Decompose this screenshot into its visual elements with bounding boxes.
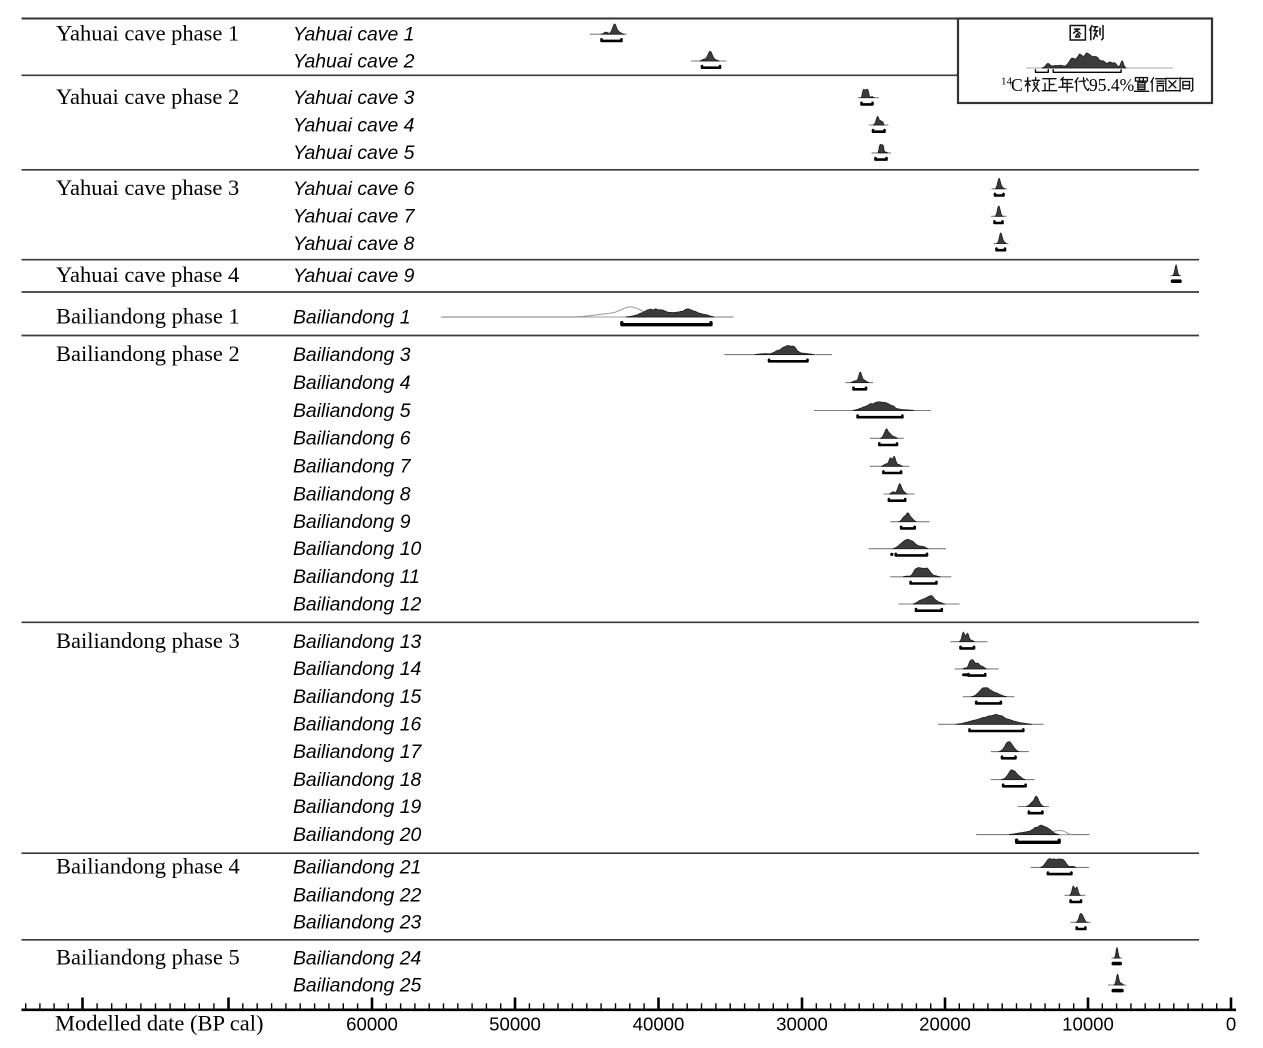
svg-text:40000: 40000 [633, 1014, 685, 1035]
svg-text:Yahuai cave phase 1: Yahuai cave phase 1 [56, 21, 239, 46]
svg-text:Yahuai cave 7: Yahuai cave 7 [293, 206, 416, 228]
svg-text:Bailiandong 17: Bailiandong 17 [293, 741, 423, 763]
svg-text:Bailiandong 22: Bailiandong 22 [293, 885, 422, 907]
svg-text:Bailiandong phase 5: Bailiandong phase 5 [56, 944, 240, 969]
svg-text:Yahuai cave 5: Yahuai cave 5 [293, 142, 415, 164]
svg-text:Bailiandong 21: Bailiandong 21 [293, 857, 421, 879]
svg-text:Bailiandong 5: Bailiandong 5 [293, 400, 411, 422]
svg-text:Bailiandong 8: Bailiandong 8 [293, 483, 411, 505]
svg-text:C: C [1011, 75, 1023, 95]
svg-text:Yahuai cave 1: Yahuai cave 1 [293, 24, 414, 46]
svg-text:10000: 10000 [1062, 1014, 1114, 1035]
svg-text:Bailiandong 14: Bailiandong 14 [293, 658, 422, 680]
svg-text:Bailiandong 10: Bailiandong 10 [293, 538, 422, 560]
svg-text:Bailiandong 24: Bailiandong 24 [293, 947, 422, 969]
svg-text:Bailiandong 25: Bailiandong 25 [293, 974, 422, 996]
svg-text:0: 0 [1226, 1014, 1236, 1035]
svg-text:Bailiandong 15: Bailiandong 15 [293, 686, 422, 708]
svg-text:Yahuai cave phase 4: Yahuai cave phase 4 [56, 262, 239, 287]
svg-text:Yahuai cave 6: Yahuai cave 6 [293, 178, 415, 200]
svg-text:20000: 20000 [919, 1014, 971, 1035]
svg-text:Bailiandong 16: Bailiandong 16 [293, 714, 422, 736]
svg-text:14: 14 [1001, 76, 1013, 88]
svg-text:Yahuai cave phase 3: Yahuai cave phase 3 [56, 175, 239, 200]
svg-text:Yahuai cave phase 2: Yahuai cave phase 2 [56, 84, 239, 109]
svg-text:Bailiandong 11: Bailiandong 11 [293, 566, 420, 588]
svg-text:Bailiandong 3: Bailiandong 3 [293, 344, 411, 366]
svg-text:Bailiandong phase 4: Bailiandong phase 4 [56, 854, 240, 879]
svg-text:Bailiandong 23: Bailiandong 23 [293, 912, 422, 934]
svg-text:Bailiandong 1: Bailiandong 1 [293, 306, 411, 328]
svg-text:Bailiandong 20: Bailiandong 20 [293, 824, 422, 846]
svg-text:Bailiandong 19: Bailiandong 19 [293, 796, 422, 818]
svg-text:Bailiandong 4: Bailiandong 4 [293, 372, 411, 394]
svg-text:Bailiandong 13: Bailiandong 13 [293, 631, 422, 653]
svg-text:Bailiandong 7: Bailiandong 7 [293, 456, 412, 478]
svg-text:Yahuai cave 3: Yahuai cave 3 [293, 87, 415, 109]
svg-text:50000: 50000 [489, 1014, 541, 1035]
svg-text:Bailiandong phase 2: Bailiandong phase 2 [56, 341, 240, 366]
svg-text:30000: 30000 [776, 1014, 828, 1035]
svg-text:Yahuai cave 2: Yahuai cave 2 [293, 50, 415, 72]
svg-text:95.4%: 95.4% [1089, 75, 1134, 95]
svg-text:Modelled date (BP cal): Modelled date (BP cal) [55, 1011, 263, 1036]
svg-text:Yahuai cave 8: Yahuai cave 8 [293, 233, 415, 255]
svg-text:Bailiandong 12: Bailiandong 12 [293, 593, 422, 615]
svg-text:Bailiandong 9: Bailiandong 9 [293, 511, 411, 533]
svg-text:60000: 60000 [346, 1014, 398, 1035]
svg-text:Bailiandong phase 3: Bailiandong phase 3 [56, 628, 240, 653]
svg-text:Yahuai cave 9: Yahuai cave 9 [293, 265, 415, 287]
svg-text:Bailiandong 6: Bailiandong 6 [293, 428, 411, 450]
svg-text:Bailiandong phase 1: Bailiandong phase 1 [56, 303, 240, 328]
svg-text:Yahuai cave 4: Yahuai cave 4 [293, 114, 415, 136]
svg-text:Bailiandong 18: Bailiandong 18 [293, 769, 422, 791]
